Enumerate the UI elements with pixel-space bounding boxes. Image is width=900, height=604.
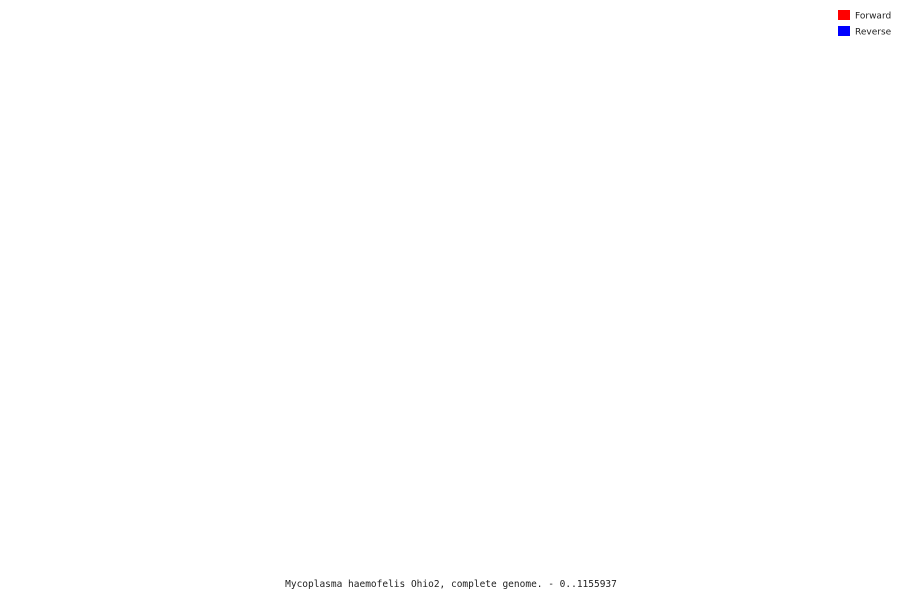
genome-caption: Mycoplasma haemofelis Ohio2, complete ge… bbox=[285, 579, 617, 590]
legend-reverse-swatch bbox=[838, 26, 850, 36]
legend-forward-swatch bbox=[838, 10, 850, 20]
legend-reverse-label: Reverse bbox=[855, 28, 892, 38]
legend: Forward Reverse bbox=[838, 10, 892, 38]
legend-forward-label: Forward bbox=[855, 12, 891, 22]
